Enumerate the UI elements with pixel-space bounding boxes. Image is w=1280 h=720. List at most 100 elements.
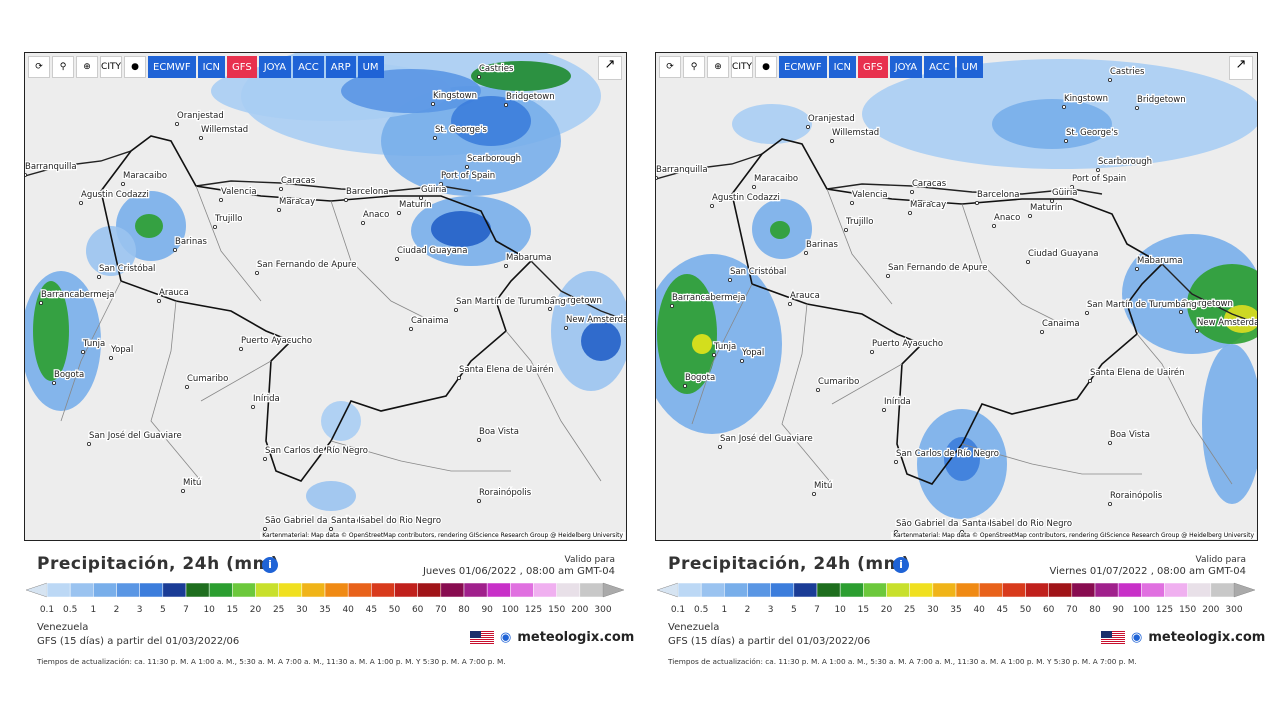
city-label: St. George's [435,125,487,135]
map-attribution: Kartenmaterial: Map data © OpenStreetMap… [891,532,1256,539]
model-button[interactable]: JOYA [258,56,292,78]
info-icon[interactable]: i [262,557,278,573]
model-button[interactable]: ICN [828,56,856,78]
city-dot [1095,167,1100,172]
city-dot [503,263,508,268]
tool-button[interactable]: ⊕ [76,56,98,78]
city-dot [803,250,808,255]
model-button[interactable]: ACC [924,56,955,78]
city-dot [1087,378,1092,383]
info-icon[interactable]: i [893,557,909,573]
valid-date: Viernes 01/07/2022 , 08:00 am GMT-04 [1049,566,1246,577]
model-button[interactable]: JOYA [889,56,923,78]
city-label: Barranquilla [656,165,708,175]
city-label: New Amsterdam [1197,318,1258,328]
flag-icon [470,630,494,644]
city-dot [453,307,458,312]
model-button[interactable]: ARP [325,56,356,78]
city-label: San Fernando de Apure [257,260,356,270]
toolbar: ⟳ ⚲ ⊕ CITY ● ECMWF ICN GFS JOYA ACC UM [659,56,983,78]
valid-label: Valido para [1195,555,1247,565]
tool-button[interactable]: ⟳ [659,56,681,78]
city-dot [843,227,848,232]
brand[interactable]: ◉ meteologix.com [470,630,634,645]
city-label: Trujillo [845,217,873,227]
city-label: Inírida [884,397,911,407]
tool-button[interactable]: CITY [100,56,122,78]
brand-logo: ◉ [500,630,512,645]
legend-title: Precipitación, 24h (mm) [668,554,911,574]
tool-button[interactable]: CITY [731,56,753,78]
legend-swatch [417,582,442,598]
legend-swatch [371,582,395,598]
country-border [100,135,533,482]
precip-area [770,221,790,239]
city-dot [360,220,365,225]
brand-name: meteologix.com [517,630,635,645]
legend-value: 90 [1112,605,1124,615]
model-button[interactable]: UM [956,56,983,78]
city-dot [752,184,757,189]
city-dot [408,326,413,331]
city-label: Castries [479,64,514,74]
model-button[interactable]: ECMWF [779,56,827,78]
model-button[interactable]: ICN [197,56,225,78]
flag-stripe [470,634,494,636]
city-label: Agustin Codazzi [712,193,780,203]
valid-date: Jueves 01/06/2022 , 08:00 am GMT-04 [422,566,615,577]
city-label: Caracas [912,179,947,189]
model-button[interactable]: GFS [858,56,888,78]
precip-area [581,321,621,361]
flag-stripe [1101,632,1125,634]
legend-swatch [1117,582,1142,598]
city-label: Ciudad Guayana [397,246,467,256]
legend-value: 0.5 [63,605,77,615]
city-dot [276,207,281,212]
legend-value: 70 [1066,605,1078,615]
model-button[interactable]: UM [357,56,384,78]
city-label: Barranquilla [25,162,77,172]
model-button[interactable]: GFS [227,56,257,78]
city-dot [1134,106,1139,111]
flag-stripe [1101,634,1125,636]
tool-button[interactable]: ⚲ [683,56,705,78]
legend-value: 0.1 [40,605,54,615]
legend-value: 125 [525,605,542,615]
city-dot [907,210,912,215]
city-dot [121,181,126,186]
city-label: Arauca [790,291,820,301]
tool-button[interactable]: ⟳ [28,56,50,78]
city-label: Oranjestad [808,114,855,124]
legend-value: 20 [250,605,262,615]
tool-button[interactable]: ● [124,56,146,78]
legend-value: 200 [1202,605,1219,615]
city-label: Puerto Ayacucho [241,336,312,346]
city-dot [991,223,996,228]
city-label: Caracas [281,176,316,186]
share-button[interactable]: ↗ [1229,56,1253,80]
city-dot [52,380,57,385]
city-label: Kingstown [433,91,477,101]
legend-swatch [116,582,140,598]
brand[interactable]: ◉ meteologix.com [1101,630,1265,645]
legend-value: 45 [997,605,1008,615]
model-button[interactable]: ECMWF [148,56,196,78]
precip-area [306,481,356,511]
model-button[interactable]: ACC [293,56,324,78]
legend-swatch [93,582,117,598]
tool-button[interactable]: ⊕ [707,56,729,78]
city-label: Santa Isabel do Rio Negro [331,516,441,526]
share-button[interactable]: ↗ [598,56,622,80]
tool-button[interactable]: ⚲ [52,56,74,78]
legend-value: 300 [594,605,611,615]
legend-swatch [955,582,980,598]
legend-swatch [440,582,465,598]
legend-value: 35 [319,605,330,615]
tool-button[interactable]: ● [755,56,777,78]
legend-swatch [839,582,864,598]
city-dot [476,498,481,503]
city-label: Puerto Ayacucho [872,339,943,349]
city-dot [328,527,333,532]
city-dot [238,346,243,351]
city-dot [656,176,658,180]
